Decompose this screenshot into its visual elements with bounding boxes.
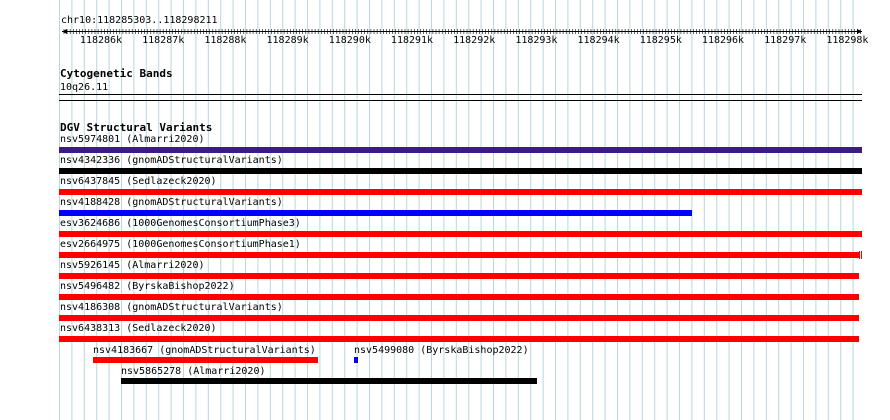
- feature-bar-end-marker: [861, 251, 862, 259]
- feature-bar[interactable]: [59, 315, 859, 321]
- ruler-tick-label: 118288k: [204, 35, 247, 46]
- cytoband-track-title: Cytogenetic Bands: [60, 67, 173, 80]
- ruler-tick-label: 118295k: [639, 35, 682, 46]
- ruler-arrow-left-icon: [62, 29, 67, 34]
- ruler-arrow-right-icon: [857, 29, 862, 34]
- cytoband-track-line-top: [59, 94, 862, 95]
- feature-bar-end-marker: [859, 251, 860, 259]
- ruler-tick-label: 118296k: [701, 35, 745, 46]
- dgv-track-title: DGV Structural Variants: [60, 121, 213, 134]
- feature-bar[interactable]: [59, 252, 859, 258]
- cytoband-track-line-bottom: [59, 100, 862, 101]
- feature-label: nsv5926145 (Almarri2020): [60, 260, 205, 271]
- ruler-tick-label: 118297k: [764, 35, 807, 46]
- feature-label: nsv5499080 (ByrskaBishop2022): [354, 345, 529, 356]
- feature-bar[interactable]: [59, 294, 859, 300]
- ruler-tick-label: 118289k: [266, 35, 309, 46]
- location-label: chr10:118285303..118298211: [61, 15, 218, 26]
- feature-bar[interactable]: [59, 231, 862, 237]
- ruler-tick-label: 118293k: [515, 35, 558, 46]
- feature-label: nsv5974801 (Almarri2020): [60, 134, 205, 145]
- ruler-tick-label: 118298k: [826, 35, 869, 46]
- feature-label: esv3624686 (1000GenomesConsortiumPhase3): [60, 218, 301, 229]
- feature-bar[interactable]: [59, 168, 862, 174]
- cytoband-label: 10q26.11: [60, 82, 109, 93]
- feature-bar[interactable]: [59, 273, 859, 279]
- feature-bar[interactable]: [354, 357, 358, 363]
- feature-bar[interactable]: [59, 336, 859, 342]
- feature-label: nsv4183667 (gnomADStructuralVariants): [93, 345, 316, 356]
- ruler-tick-label: 118286k: [79, 35, 123, 46]
- feature-bar[interactable]: [59, 147, 862, 153]
- ruler-tick-label: 118294k: [577, 35, 620, 46]
- feature-label: nsv5496482 (ByrskaBishop2022): [60, 281, 235, 292]
- ruler-tick-label: 118287k: [142, 35, 185, 46]
- feature-label: nsv6438313 (Sedlazeck2020): [60, 323, 217, 334]
- feature-label: nsv5865278 (Almarri2020): [121, 366, 266, 377]
- feature-label: nsv4342336 (gnomADStructuralVariants): [60, 155, 283, 166]
- feature-bar[interactable]: [121, 378, 537, 384]
- feature-label: nsv4186308 (gnomADStructuralVariants): [60, 302, 283, 313]
- feature-bar[interactable]: [59, 210, 692, 216]
- feature-label: nsv4188428 (gnomADStructuralVariants): [60, 197, 283, 208]
- feature-bar[interactable]: [59, 189, 862, 195]
- ruler-tick-label: 118292k: [453, 35, 496, 46]
- feature-label: nsv6437845 (Sedlazeck2020): [60, 176, 217, 187]
- feature-bar[interactable]: [93, 357, 318, 363]
- ruler-tick-label: 118291k: [390, 35, 434, 46]
- ruler-tick-label: 118290k: [328, 35, 371, 46]
- feature-label: esv2664975 (1000GenomesConsortiumPhase1): [60, 239, 301, 250]
